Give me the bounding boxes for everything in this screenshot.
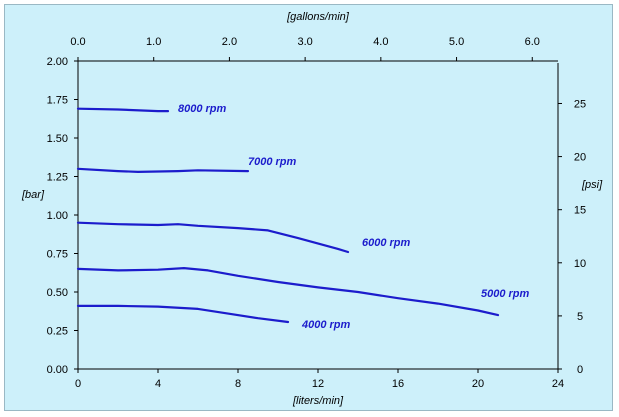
x-top-tick-label: 3.0 bbox=[297, 36, 312, 48]
series-label-8000: 8000 rpm bbox=[178, 103, 227, 115]
y-left-tick-label: 0.75 bbox=[47, 249, 68, 261]
y-right-tick-label: 5 bbox=[577, 311, 583, 323]
y-left-tick-label: 0.00 bbox=[47, 364, 68, 376]
x-bottom-tick-label: 8 bbox=[235, 378, 241, 390]
y-right-axis-label: [psi] bbox=[581, 179, 603, 191]
series-line-4000-rpm bbox=[76, 304, 290, 324]
axes: 0 4 8 12 16 20 24 0.0 1.0 2.0 3.0 4.0 5.0 6.0 0.00 0.25… bbox=[47, 36, 587, 390]
y-left-tick-label: 1.25 bbox=[47, 172, 68, 184]
x-top-tick-label: 5.0 bbox=[449, 36, 464, 48]
x-bottom-tick-label: 16 bbox=[392, 378, 404, 390]
y-left-tick-label: 2.00 bbox=[47, 56, 68, 68]
y-right-tick-label: 20 bbox=[574, 152, 586, 164]
y-left-axis-label: [bar] bbox=[21, 189, 45, 201]
x-top-axis-label: [gallons/min] bbox=[286, 11, 350, 23]
series-line-7000-rpm bbox=[76, 167, 250, 173]
series-label-5000: 5000 rpm bbox=[481, 288, 530, 300]
x-bottom-tick-label: 12 bbox=[312, 378, 324, 390]
series-label-4000: 4000 rpm bbox=[301, 319, 351, 331]
series-line-5000-rpm bbox=[76, 267, 500, 317]
x-bottom-tick-label: 20 bbox=[472, 378, 484, 390]
x-top-tick-label: 0.0 bbox=[70, 36, 85, 48]
x-top-tick-label: 2.0 bbox=[222, 36, 237, 48]
x-top-tick-label: 4.0 bbox=[373, 36, 388, 48]
x-top-tick-label: 1.0 bbox=[146, 36, 161, 48]
series-line-6000-rpm bbox=[76, 221, 350, 254]
chart-frame bbox=[4, 4, 613, 411]
y-right-tick-label: 25 bbox=[574, 98, 586, 110]
y-left-tick-label: 1.50 bbox=[47, 133, 68, 145]
x-bottom-tick-label: 0 bbox=[75, 378, 81, 390]
y-right-tick-label: 10 bbox=[574, 258, 586, 270]
y-right-tick-label: 15 bbox=[574, 205, 586, 217]
series-label-7000: 7000 rpm bbox=[248, 156, 297, 168]
x-bottom-axis-label: [liters/min] bbox=[292, 395, 344, 407]
x-bottom-tick-label: 24 bbox=[552, 378, 564, 390]
series-line-8000-rpm bbox=[76, 107, 170, 113]
y-left-tick-label: 1.00 bbox=[47, 210, 68, 222]
y-left-tick-label: 0.25 bbox=[47, 326, 68, 338]
y-left-tick-label: 0.50 bbox=[47, 287, 68, 299]
x-bottom-tick-label: 4 bbox=[155, 378, 161, 390]
y-right-tick-label: 0 bbox=[577, 364, 583, 376]
series-label-6000: 6000 rpm bbox=[362, 237, 411, 249]
series-lines bbox=[76, 107, 500, 324]
x-top-tick-label: 6.0 bbox=[525, 36, 540, 48]
y-left-tick-label: 1.75 bbox=[47, 95, 68, 107]
